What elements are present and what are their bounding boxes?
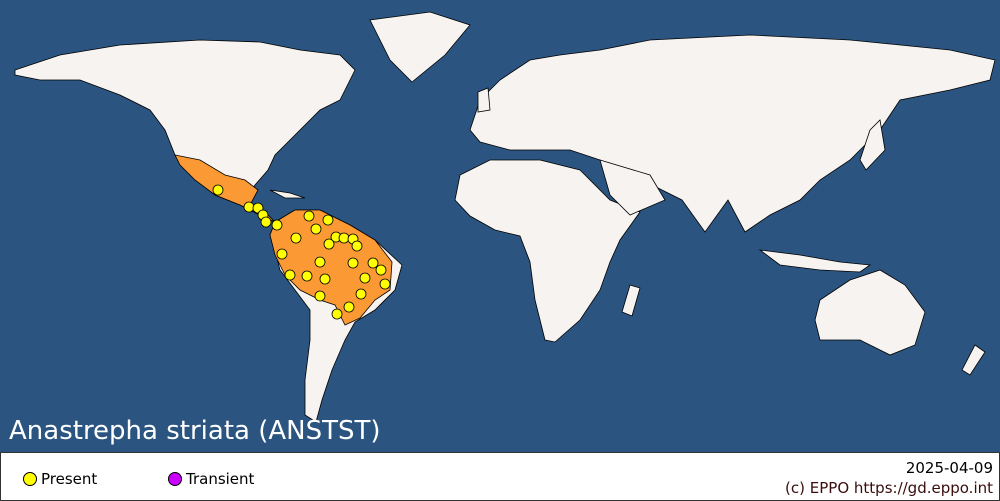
present-marker <box>260 216 272 228</box>
greenland <box>369 11 471 83</box>
present-marker <box>367 257 379 269</box>
present-marker <box>314 256 326 268</box>
present-dot-icon <box>23 472 37 486</box>
present-marker <box>290 232 302 244</box>
present-marker <box>379 278 391 290</box>
australia <box>814 269 926 356</box>
caribbean <box>269 189 306 199</box>
present-marker <box>323 238 335 250</box>
present-marker <box>301 270 313 282</box>
legend-transient-label: Transient <box>186 470 255 488</box>
indonesia <box>758 249 872 273</box>
present-marker <box>271 219 283 231</box>
world-map <box>0 0 1000 452</box>
new-zealand <box>961 344 986 376</box>
map-date: 2025-04-09 <box>905 459 993 477</box>
uk <box>477 87 491 113</box>
legend-present-label: Present <box>41 470 98 488</box>
legend-transient: Transient <box>168 470 254 488</box>
map-title: Anastrepha striata (ANSTST) <box>9 416 381 446</box>
present-marker <box>343 301 355 313</box>
present-marker <box>338 232 350 244</box>
present-marker <box>347 257 359 269</box>
present-marker <box>276 248 288 260</box>
legend: Present Transient 2025-04-09 (c) EPPO ht… <box>0 452 1000 501</box>
present-marker <box>303 210 315 222</box>
present-marker <box>375 264 387 276</box>
present-marker <box>310 223 322 235</box>
present-marker <box>284 269 296 281</box>
africa <box>454 159 641 343</box>
present-marker <box>359 272 371 284</box>
present-marker <box>212 184 224 196</box>
present-marker <box>355 288 367 300</box>
present-marker <box>331 308 343 320</box>
present-marker <box>319 273 331 285</box>
japan <box>859 119 886 171</box>
legend-present: Present <box>23 470 97 488</box>
present-marker <box>351 240 363 252</box>
transient-dot-icon <box>168 472 182 486</box>
credit: (c) EPPO https://gd.eppo.int <box>785 479 993 497</box>
madagascar <box>621 284 641 317</box>
present-marker <box>322 214 334 226</box>
present-marker <box>243 201 255 213</box>
arabia <box>599 159 666 216</box>
present-marker <box>314 290 326 302</box>
